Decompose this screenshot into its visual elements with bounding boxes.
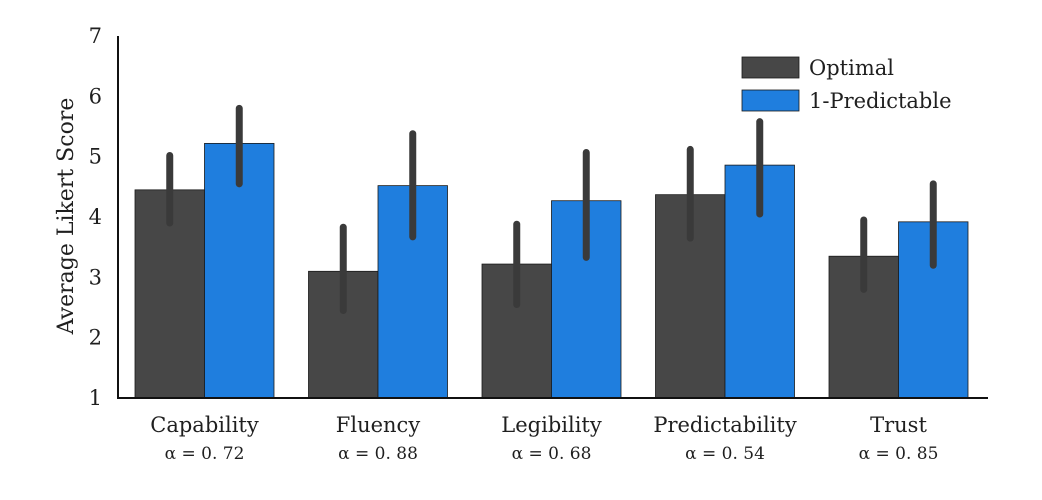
x-category-alpha: α = 0. 72: [165, 444, 245, 464]
x-category-labels: Capability α = 0. 72 Fluency α = 0. 88 Legib…: [150, 413, 938, 464]
y-tick-label: 2: [89, 326, 102, 350]
x-category-label: Capability: [150, 413, 259, 437]
y-tick-label: 6: [89, 84, 102, 108]
y-tick-label: 4: [89, 205, 102, 229]
legend-label: 1-Predictable: [809, 89, 952, 113]
y-tick-label: 1: [89, 386, 102, 410]
x-category-label: Predictability: [653, 413, 797, 437]
error-bars-layer: [166, 104, 937, 315]
y-tick-label: 5: [89, 145, 102, 169]
bars-layer: [134, 142, 969, 399]
x-category-alpha: α = 0. 54: [685, 444, 765, 464]
x-category-label: Trust: [870, 413, 927, 437]
legend-swatch: [741, 89, 800, 112]
legend: Optimal 1-Predictable: [741, 56, 952, 113]
y-tick-label: 7: [89, 24, 102, 48]
x-category-alpha: α = 0. 68: [512, 444, 592, 464]
x-category-alpha: α = 0. 85: [859, 444, 939, 464]
x-category-label: Legibility: [501, 413, 602, 437]
y-tick-label: 3: [89, 265, 102, 289]
legend-swatch: [741, 56, 800, 79]
y-axis-label: Average Likert Score: [54, 98, 79, 336]
y-tick-labels: 1 2 3 4 5 6 7: [89, 24, 102, 410]
x-category-label: Fluency: [336, 413, 421, 437]
legend-label: Optimal: [809, 56, 894, 80]
x-category-alpha: α = 0. 88: [338, 444, 418, 464]
